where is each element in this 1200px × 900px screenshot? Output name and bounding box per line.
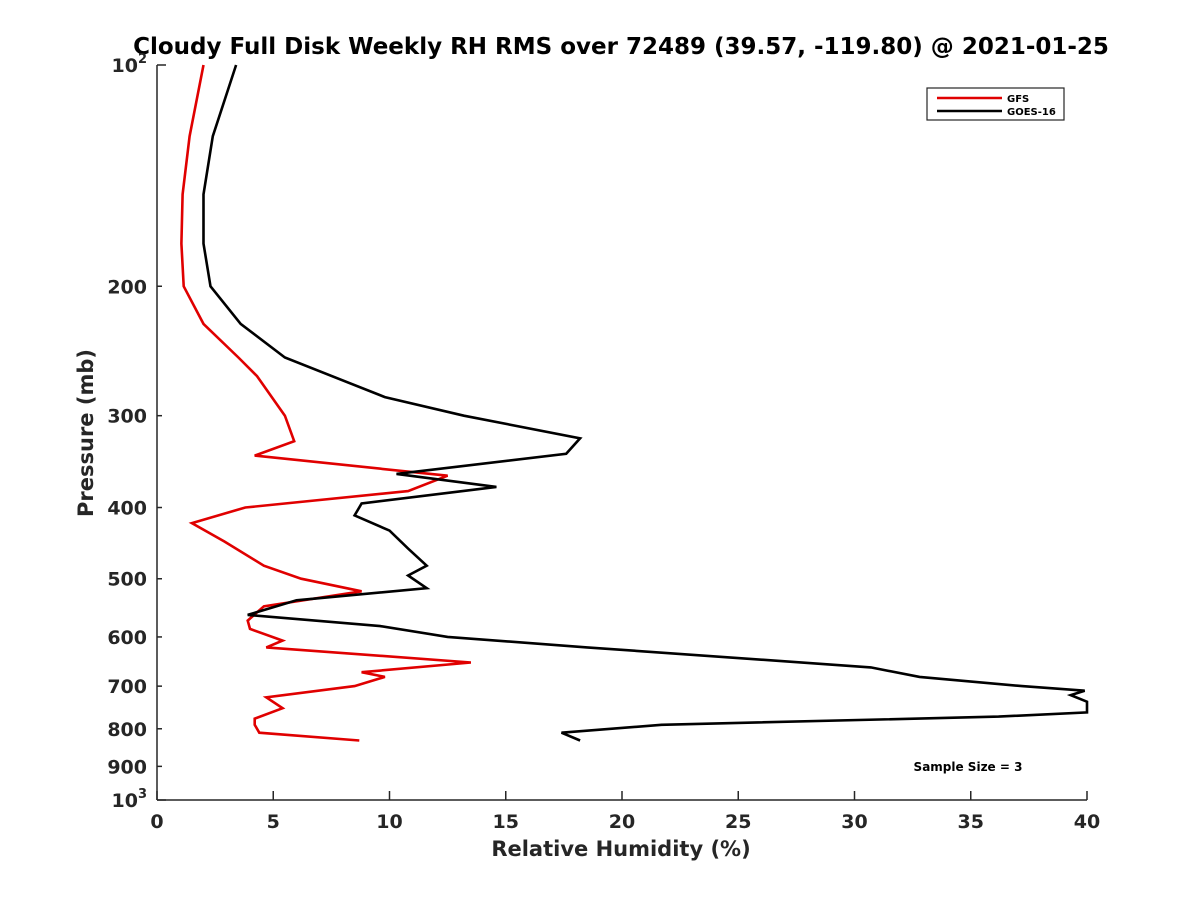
- y-axis-label: Pressure (mb): [74, 349, 98, 517]
- x-axis-label: Relative Humidity (%): [491, 837, 750, 861]
- chart-title: Cloudy Full Disk Weekly RH RMS over 7248…: [133, 34, 1109, 60]
- legend-label: GOES-16: [1007, 107, 1056, 118]
- y-tick-label: 900: [107, 756, 147, 778]
- series-line-goes-16: [202, 64, 1089, 742]
- legend: GFS GOES-16: [926, 87, 1065, 121]
- legend-label: GFS: [1007, 94, 1029, 105]
- data-series: [180, 64, 1089, 742]
- x-tick-label: 10: [376, 811, 402, 833]
- x-tick-label: 15: [493, 811, 519, 833]
- y-tick-label: 102: [112, 52, 148, 77]
- y-tick-label: 800: [107, 719, 147, 741]
- axes: 0 5 10 15 20 25 30 35 40 102 200 300 400 500 600 700 800…: [107, 52, 1100, 833]
- x-tick-label: 35: [958, 811, 984, 833]
- y-tick-label: 700: [107, 676, 147, 698]
- series-line-gfs: [180, 64, 472, 742]
- sample-size-note: Sample Size = 3: [914, 760, 1023, 774]
- y-tick-label: 200: [107, 276, 147, 298]
- y-tick-label: 600: [107, 627, 147, 649]
- y-tick-label: 300: [107, 406, 147, 428]
- x-tick-label: 40: [1074, 811, 1100, 833]
- y-tick-label: 103: [112, 787, 148, 812]
- x-tick-label: 0: [150, 811, 163, 833]
- y-tick-label: 400: [107, 498, 147, 520]
- y-tick-label: 500: [107, 569, 147, 591]
- x-tick-label: 20: [609, 811, 635, 833]
- legend-box: [926, 87, 1065, 121]
- x-tick-label: 5: [267, 811, 280, 833]
- x-tick-label: 30: [841, 811, 867, 833]
- x-tick-label: 25: [725, 811, 751, 833]
